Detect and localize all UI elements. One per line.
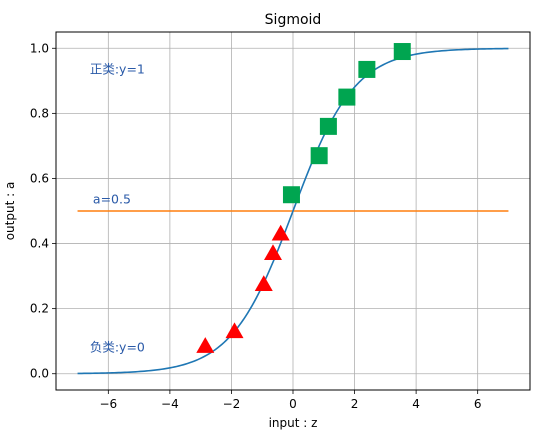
negative-sample-marker <box>271 224 290 241</box>
sigmoid-curve <box>77 47 509 375</box>
axis-ticks: −6 −4 −2 0 2 4 6 0.0 0.2 0.4 0.6 0.8 1.0 <box>30 41 482 411</box>
annotation-layer: 正类:y=1 a=0.5 负类:y=0 <box>90 61 145 354</box>
x-tick-label: 0 <box>289 397 297 411</box>
positive-sample-marker <box>310 147 328 165</box>
points-layer <box>196 43 411 353</box>
y-tick-label: 0.8 <box>30 106 49 120</box>
x-tick-label: −2 <box>223 397 241 411</box>
y-tick-label: 0.2 <box>30 302 49 316</box>
curve-layer <box>77 47 509 375</box>
x-tick-label: −6 <box>99 397 117 411</box>
negative-sample-marker <box>196 337 215 353</box>
y-axis-label: output : a <box>3 182 17 241</box>
y-tick-label: 0.6 <box>30 171 49 185</box>
positive-sample-marker <box>358 60 376 78</box>
y-tick-label: 0.4 <box>30 237 49 251</box>
x-axis-label: input : z <box>269 416 318 430</box>
negative-sample-marker <box>254 275 273 291</box>
negative-sample-marker <box>263 244 282 261</box>
annotation-text: 负类:y=0 <box>90 340 145 355</box>
x-tick-label: 2 <box>351 397 359 411</box>
x-tick-label: −4 <box>161 397 179 411</box>
annotation-text: a=0.5 <box>93 192 131 207</box>
positive-sample-marker <box>393 43 411 61</box>
y-tick-label: 1.0 <box>30 41 49 55</box>
negative-sample-marker <box>225 322 244 339</box>
y-tick-label: 0.0 <box>30 367 49 381</box>
x-tick-label: 4 <box>412 397 420 411</box>
positive-sample-marker <box>282 186 300 204</box>
annotation-text: 正类:y=1 <box>90 61 145 76</box>
positive-sample-marker <box>338 88 356 106</box>
positive-sample-marker <box>319 117 337 135</box>
chart-title: Sigmoid <box>265 12 322 28</box>
x-tick-label: 6 <box>474 397 482 411</box>
